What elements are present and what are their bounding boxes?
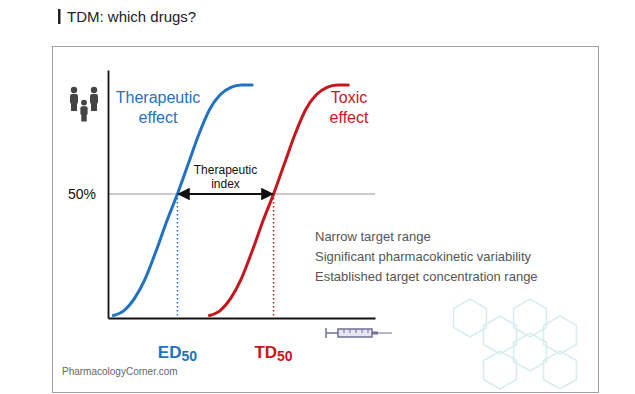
syringe-barrel [338, 329, 372, 337]
syringe-scale [350, 329, 351, 333]
icon-legs [71, 103, 77, 111]
chart: TDM: which drugs? 50% Therapeuticeffect Tox… [0, 0, 635, 394]
index-label: Therapeuticindex [194, 163, 257, 191]
syringe-scale [368, 329, 369, 333]
syringe-scale [356, 329, 357, 333]
note: Narrow target range [315, 229, 431, 244]
drop-line [273, 194, 275, 318]
hexagon [544, 316, 577, 354]
x-axis [109, 318, 376, 319]
grid-line [108, 193, 375, 195]
hexagon [484, 316, 517, 354]
icon-legs [81, 114, 86, 121]
hexagon [484, 351, 517, 389]
note: Established target concentration range [315, 269, 538, 284]
syringe-hub [372, 332, 378, 335]
people-icon [70, 87, 98, 122]
marker-label: ED50 [158, 343, 197, 364]
syringe-scale [344, 329, 345, 333]
title: TDM: which drugs? [67, 8, 196, 25]
watermark [454, 299, 577, 389]
syringe-scale [362, 329, 363, 333]
syringe-needle [378, 333, 392, 334]
syringe-plunger [326, 332, 338, 334]
y-axis-line [108, 71, 110, 319]
hexagon [454, 299, 487, 337]
hexagon [514, 299, 547, 337]
marker-label: TD50 [254, 343, 292, 364]
y-tick: 50% [68, 186, 108, 202]
icon-body [90, 94, 98, 104]
icon-body [70, 94, 78, 104]
icon-head [81, 100, 87, 106]
hexagon [514, 333, 547, 371]
y-tick-label: 50% [68, 186, 96, 202]
series-label: Therapeuticeffect [116, 89, 201, 126]
drop-line [177, 194, 179, 318]
hexagon [544, 351, 577, 389]
icon-head [91, 87, 97, 93]
source: PharmacologyCorner.com [62, 366, 178, 377]
marker-lines [177, 194, 273, 318]
y-axis: 50% [68, 71, 109, 319]
icon-head [71, 87, 77, 93]
plot-area [113, 85, 348, 316]
series-line [113, 85, 252, 316]
index-arrow [178, 193, 272, 195]
title-bar [58, 9, 61, 24]
x-axis-line [109, 318, 376, 320]
grid [108, 194, 375, 195]
frame [53, 47, 599, 393]
note: Significant pharmacokinetic variability [315, 249, 532, 264]
icon-legs [91, 103, 97, 111]
series-label: Toxiceffect [330, 89, 369, 126]
icon-body [80, 106, 87, 115]
syringe-icon [326, 328, 392, 338]
